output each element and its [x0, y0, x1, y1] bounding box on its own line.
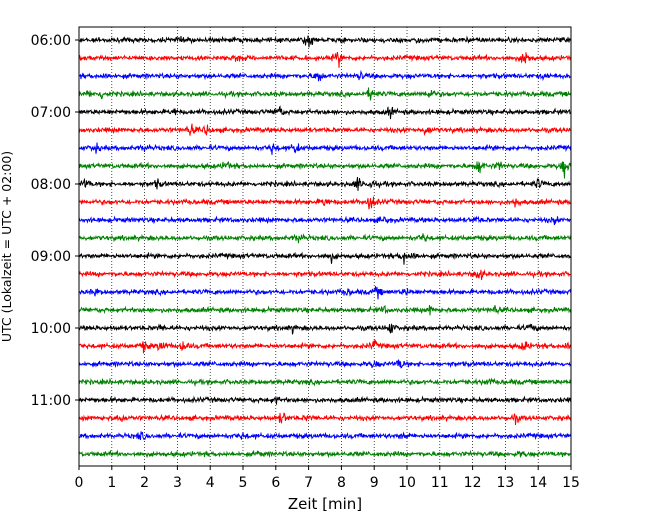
y-axis-label: UTC (Lokalzeit = UTC + 02:00) [0, 151, 14, 342]
x-tick-label: 6 [271, 475, 280, 491]
x-tick-label: 14 [529, 475, 547, 491]
y-tick-label: 07:00 [31, 105, 71, 121]
x-axis-ticks: 0 1 2 3 4 5 6 7 8 9 10 11 12 13 14 15 [75, 466, 580, 491]
trace-0730 [78, 142, 572, 155]
trace-0915 [78, 269, 572, 281]
trace-0600 [78, 35, 572, 48]
x-tick-label: 13 [496, 475, 514, 491]
trace-0615 [78, 51, 572, 68]
x-tick-label: 15 [562, 475, 580, 491]
y-tick-label: 09:00 [31, 249, 71, 265]
x-tick-label: 12 [464, 475, 482, 491]
y-tick-label: 11:00 [31, 393, 71, 409]
y-tick-label: 10:00 [31, 321, 71, 337]
x-tick-label: 0 [75, 475, 84, 491]
trace-1130 [78, 431, 572, 441]
x-tick-label: 11 [431, 475, 449, 491]
x-tick-label: 8 [337, 475, 346, 491]
y-tick-label: 06:00 [31, 33, 71, 49]
trace-1030 [78, 359, 572, 369]
x-tick-label: 4 [206, 475, 215, 491]
trace-0900 [78, 251, 572, 265]
trace-0815 [78, 196, 572, 210]
x-tick-label: 3 [173, 475, 182, 491]
trace-1000 [78, 323, 572, 335]
trace-1115 [78, 412, 572, 426]
trace-0800 [78, 177, 572, 191]
x-tick-label: 10 [398, 475, 416, 491]
x-tick-label: 1 [107, 475, 116, 491]
plot-frame [78, 26, 572, 467]
trace-1015 [78, 339, 572, 354]
trace-0930 [78, 286, 572, 300]
y-axis-ticks: 06:00 07:00 08:00 09:00 10:00 11:00 [31, 33, 79, 409]
grid-lines [111, 27, 539, 466]
x-tick-label: 5 [239, 475, 248, 491]
trace-1100 [78, 395, 572, 405]
trace-0745 [78, 161, 572, 179]
trace-0700 [78, 105, 572, 120]
trace-0630 [78, 69, 572, 82]
trace-lines [78, 35, 572, 459]
trace-1145 [78, 449, 572, 459]
trace-0715 [78, 123, 572, 137]
x-tick-label: 2 [140, 475, 149, 491]
trace-1045 [78, 377, 572, 388]
trace-0830 [78, 215, 572, 226]
y-tick-label: 08:00 [31, 177, 71, 193]
x-tick-label: 7 [304, 475, 313, 491]
x-axis-label: Zeit [min] [288, 495, 362, 513]
x-tick-label: 9 [370, 475, 379, 491]
trace-0945 [78, 304, 572, 316]
trace-0645 [78, 87, 572, 101]
trace-0845 [78, 233, 572, 244]
